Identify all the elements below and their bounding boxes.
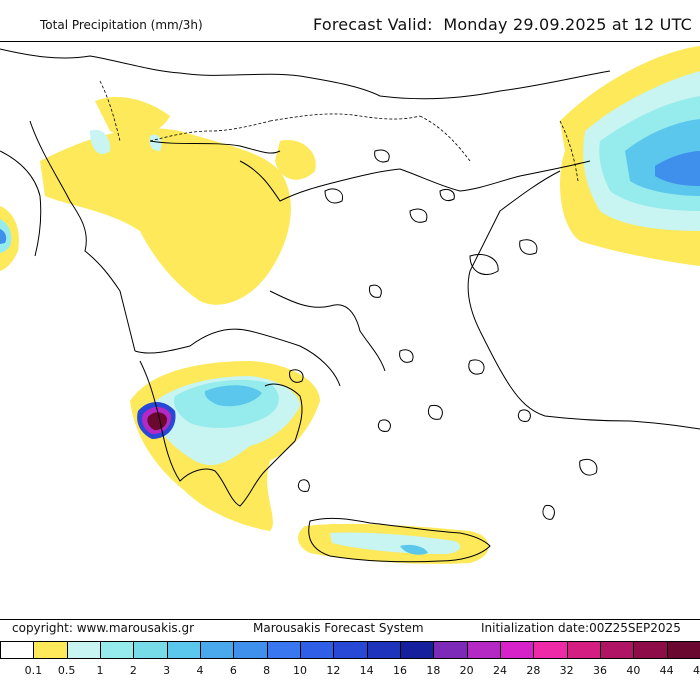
- legend-swatch: [66, 641, 101, 659]
- legend-swatch: [500, 641, 535, 659]
- legend-swatch: [600, 641, 635, 659]
- map-footer: copyright: www.marousakis.gr Marousakis …: [0, 620, 700, 640]
- precip-area-mid: [204, 385, 262, 407]
- legend-tick-label: 4: [196, 664, 204, 677]
- legend-swatch: [33, 641, 68, 659]
- legend-swatch: [433, 641, 468, 659]
- legend-swatch: [266, 641, 301, 659]
- map-title: Total Precipitation (mm/3h): [40, 18, 203, 32]
- initialization-text: Initialization date:00Z25SEP2025: [481, 621, 681, 635]
- legend-tick-label: 1: [96, 664, 104, 677]
- borders: [99, 80, 579, 182]
- legend-swatch: [333, 641, 368, 659]
- legend-tick-label: 44: [659, 664, 674, 677]
- legend-swatch: [166, 641, 201, 659]
- legend-tick-label: 10: [293, 664, 307, 677]
- precip-area-mid: [400, 544, 428, 555]
- precip-field-balkans: [40, 96, 316, 305]
- legend-tick-label: 12: [326, 664, 341, 677]
- legend-swatch: [233, 641, 268, 659]
- legend-swatch: [566, 641, 601, 659]
- legend-tick-label: 3: [163, 664, 171, 677]
- legend-tick-label: 0.5: [57, 664, 76, 677]
- copyright-text: copyright: www.marousakis.gr: [12, 621, 195, 635]
- legend-swatch: [400, 641, 435, 659]
- legend-tick-label: 28: [526, 664, 541, 677]
- precip-field-peloponnese: [130, 361, 320, 531]
- precip-area-light: [40, 128, 291, 305]
- legend-tick-label: 32: [559, 664, 574, 677]
- legend-tick-label: 16: [393, 664, 407, 677]
- legend-tick-label: 14: [359, 664, 374, 677]
- precip-area-pale: [90, 129, 111, 155]
- legend-swatch: [466, 641, 501, 659]
- legend-swatch: [533, 641, 568, 659]
- legend-tick-label: 18: [426, 664, 441, 677]
- map-header: Total Precipitation (mm/3h) Forecast Val…: [0, 0, 700, 40]
- system-text: Marousakis Forecast System: [253, 621, 424, 635]
- precip-field-crete: [298, 523, 489, 564]
- legend-ticks: 0.10.512346810121416182024283236404448: [0, 664, 700, 680]
- map-canvas: [0, 46, 700, 564]
- coastlines: [0, 48, 700, 563]
- legend-tick-label: 8: [263, 664, 271, 677]
- legend-swatch: [133, 641, 168, 659]
- legend-tick-label: 40: [626, 664, 641, 677]
- color-legend: [0, 641, 700, 659]
- forecast-label: Forecast Valid:: [313, 15, 433, 34]
- legend-swatch: [0, 641, 35, 659]
- precip-area-light: [95, 96, 170, 136]
- forecast-value: Monday 29.09.2025 at 12 UTC: [443, 15, 692, 34]
- legend-swatch: [366, 641, 401, 659]
- islands: [289, 149, 598, 520]
- legend-tick-label: 20: [459, 664, 474, 677]
- precip-field-west: [0, 206, 19, 271]
- legend-swatch: [200, 641, 235, 659]
- precip-area-light: [275, 140, 316, 180]
- legend-swatch: [666, 641, 700, 659]
- legend-tick-label: 0.1: [24, 664, 43, 677]
- precip-area-peak: [147, 412, 168, 431]
- legend-tick-label: 36: [593, 664, 607, 677]
- legend-tick-label: 24: [493, 664, 507, 677]
- forecast-valid: Forecast Valid: Monday 29.09.2025 at 12 …: [313, 15, 692, 34]
- legend-tick-label: 2: [129, 664, 137, 677]
- precip-area-pale: [149, 134, 162, 151]
- legend-swatch: [300, 641, 335, 659]
- legend-swatch: [633, 641, 668, 659]
- precipitation-map: [0, 41, 700, 620]
- legend-tick-label: 48: [693, 664, 700, 677]
- precip-area-pale: [330, 532, 461, 554]
- legend-swatch: [100, 641, 135, 659]
- legend-tick-label: 6: [229, 664, 237, 677]
- precip-area-blue: [0, 229, 7, 244]
- precip-field-turkey: [560, 46, 700, 266]
- precip-area-blue: [655, 151, 700, 186]
